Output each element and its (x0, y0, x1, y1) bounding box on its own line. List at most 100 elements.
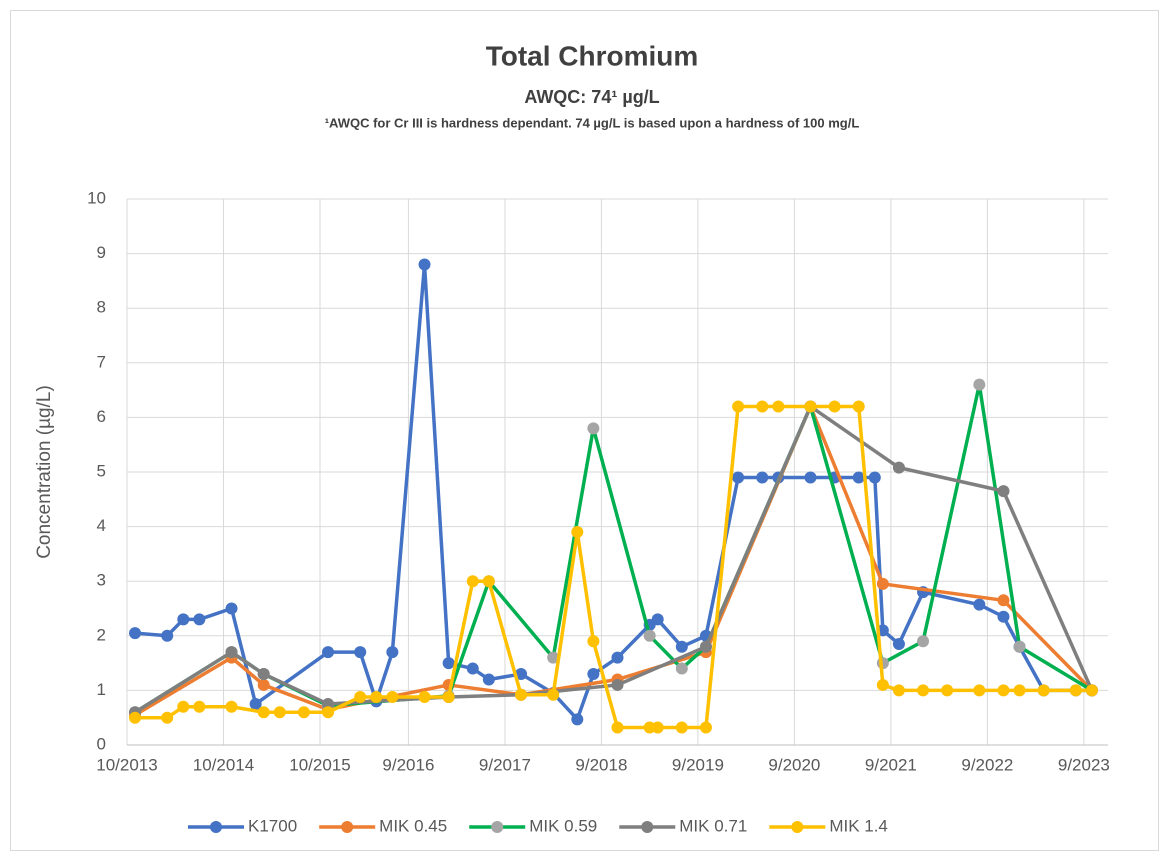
data-point (249, 698, 262, 711)
data-point (129, 627, 142, 640)
data-point (587, 422, 600, 435)
data-point (442, 657, 455, 670)
data-point (225, 700, 238, 713)
data-point (547, 651, 560, 664)
data-point (997, 610, 1010, 623)
y-tick-label: 1 (97, 680, 106, 699)
data-point (973, 684, 986, 697)
x-tick-label: 10/2015 (289, 755, 350, 774)
legend-marker (210, 821, 222, 833)
data-point (322, 646, 335, 659)
y-tick-label: 2 (97, 625, 106, 644)
data-point (322, 706, 335, 719)
x-tick-label: 9/2021 (865, 755, 917, 774)
data-point (177, 700, 190, 713)
data-point (466, 662, 479, 675)
legend-marker (641, 821, 654, 833)
data-point (418, 690, 431, 703)
data-point (370, 690, 383, 703)
y-tick-label: 0 (97, 734, 106, 753)
legend-marker (491, 821, 504, 833)
data-point (571, 713, 584, 726)
data-point (1037, 684, 1050, 697)
y-tick-label: 5 (97, 461, 106, 480)
data-point (386, 690, 399, 703)
data-point (515, 668, 528, 681)
data-point (852, 400, 865, 413)
data-point (651, 613, 664, 626)
data-point (547, 688, 560, 701)
data-point (297, 706, 310, 719)
data-point (273, 706, 286, 719)
data-point (611, 678, 624, 691)
data-point (161, 711, 174, 724)
data-point (892, 637, 905, 650)
data-point (161, 629, 174, 642)
data-point (732, 471, 745, 484)
data-point (466, 575, 479, 588)
y-tick-label: 7 (97, 352, 106, 371)
legend-marker (341, 821, 354, 833)
data-point (699, 640, 712, 653)
data-point (675, 662, 688, 675)
x-tick-label: 10/2013 (96, 755, 157, 774)
chart-subtitle: AWQC: 74¹ µg/L (524, 87, 659, 107)
data-point (756, 471, 769, 484)
data-point (193, 613, 206, 626)
x-tick-label: 9/2019 (672, 755, 724, 774)
data-point (892, 461, 905, 474)
data-point (772, 400, 785, 413)
x-tick-label: 10/2014 (193, 755, 254, 774)
data-point (917, 635, 930, 648)
data-point (941, 684, 954, 697)
data-point (1013, 640, 1026, 653)
y-axis-label: Concentration (µg/L) (34, 385, 55, 559)
data-point (675, 721, 688, 734)
data-point (876, 577, 889, 590)
legend-label: K1700 (248, 816, 297, 835)
x-tick-label: 9/2016 (382, 755, 434, 774)
data-point (515, 688, 528, 701)
data-point (193, 700, 206, 713)
data-point (611, 651, 624, 664)
data-point (225, 646, 238, 659)
data-point (868, 471, 881, 484)
data-point (651, 721, 664, 734)
data-point (1085, 684, 1098, 697)
data-point (917, 684, 930, 697)
data-point (354, 646, 367, 659)
data-point (675, 640, 688, 653)
data-point (756, 400, 769, 413)
data-point (482, 673, 495, 686)
data-point (442, 690, 455, 703)
legend-label: MIK 1.4 (829, 816, 888, 835)
data-point (973, 598, 986, 611)
data-point (482, 575, 495, 588)
data-point (129, 711, 142, 724)
x-tick-label: 9/2022 (961, 755, 1013, 774)
data-point (997, 485, 1010, 498)
legend-label: MIK 0.59 (529, 816, 597, 835)
data-point (876, 678, 889, 691)
data-point (257, 706, 270, 719)
data-point (257, 668, 270, 681)
data-point (828, 400, 841, 413)
data-point (571, 526, 584, 539)
data-point (973, 378, 986, 391)
data-point (225, 602, 238, 615)
legend-label: MIK 0.71 (679, 816, 747, 835)
data-point (257, 678, 270, 691)
data-point (852, 471, 865, 484)
legend-label: MIK 0.45 (379, 816, 447, 835)
series-line (134, 404, 1094, 714)
data-point (611, 721, 624, 734)
y-tick-label: 3 (97, 571, 106, 590)
x-tick-label: 9/2018 (575, 755, 627, 774)
data-point (587, 668, 600, 681)
data-point (997, 594, 1010, 607)
series-line (134, 404, 1094, 717)
data-point (804, 471, 817, 484)
data-point (386, 646, 399, 659)
data-point (418, 258, 431, 271)
